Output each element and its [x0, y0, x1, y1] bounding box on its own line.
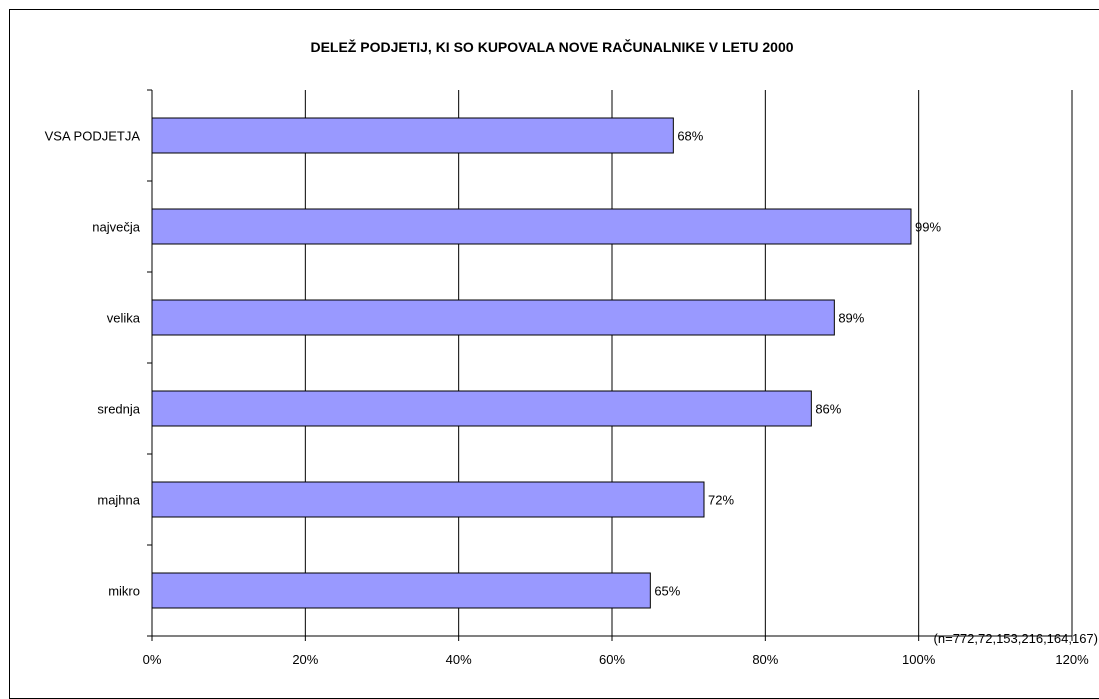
- bar-value-label: 99%: [915, 220, 941, 235]
- bar: [151, 299, 835, 336]
- bar-value-label: 86%: [815, 402, 841, 417]
- grid-lines: [304, 90, 1073, 636]
- x-tick-label: 80%: [752, 652, 778, 667]
- bar: [151, 572, 651, 609]
- category-label: majhna: [97, 493, 140, 508]
- bar: [151, 481, 705, 518]
- chart-title: DELEŽ PODJETIJ, KI SO KUPOVALA NOVE RAČU…: [310, 38, 793, 55]
- axes-group: VSA PODJETJA največja velika srednja majhna m…: [45, 89, 1089, 667]
- x-tick-label: 100%: [902, 652, 936, 667]
- bar-value-label: 68%: [677, 129, 703, 144]
- category-label: VSA PODJETJA: [45, 129, 141, 144]
- x-tick-label: 0%: [143, 652, 162, 667]
- x-tick-label: 60%: [599, 652, 625, 667]
- x-tick-label: 20%: [292, 652, 318, 667]
- bar: [151, 208, 912, 245]
- bar-value-label: 65%: [654, 584, 680, 599]
- category-label: mikro: [108, 584, 140, 599]
- bars-group: 68% 99% 89% 86% 72% 65%: [151, 117, 941, 609]
- bar-value-label: 72%: [708, 493, 734, 508]
- bar: [151, 390, 812, 427]
- category-label: največja: [92, 220, 140, 235]
- bar-value-label: 89%: [838, 311, 864, 326]
- category-label: velika: [107, 311, 141, 326]
- bar: [151, 117, 674, 154]
- x-tick-label: 40%: [446, 652, 472, 667]
- category-label: srednja: [97, 402, 140, 417]
- x-tick-label: 120%: [1055, 652, 1089, 667]
- sample-size-annotation: (n=772,72,153,216,164,167): [934, 631, 1098, 646]
